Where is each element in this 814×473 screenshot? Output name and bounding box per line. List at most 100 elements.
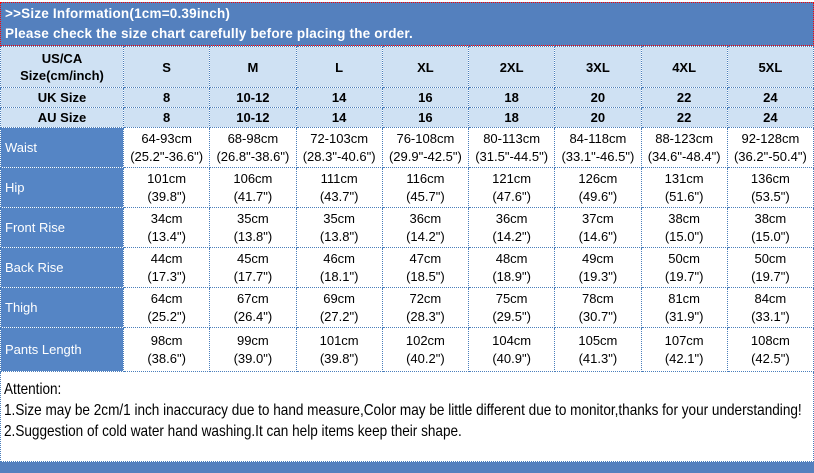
table-row: Back Rise 44cm (17.3") 45cm (17.7") 46cm (18.1… [0,247,814,288]
table-row: Waist 64-93cm (25.2"-36.6") 68-98cm (26.8"-3… [0,127,814,168]
measurement-cell: 101cm (39.8") [295,327,383,372]
measurement-cell: 69cm (27.2") [295,287,383,328]
cm-value: 108cm [750,332,790,348]
size-value-cell: 18 [467,107,556,128]
cm-value: 50cm [754,250,787,266]
measurement-cell: 50cm (19.7") [726,247,814,288]
measurement-cell: 84-118cm (33.1"-46.5") [554,127,642,168]
measurement-cell: 44cm (17.3") [122,247,211,288]
cm-value: 34cm [150,210,183,226]
row-label: Pants Length [0,327,124,372]
inch-value: (28.3") [406,308,445,324]
cm-value: 49cm [581,250,614,266]
measurement-cell: 98cm (38.6") [122,327,211,372]
size-info-title: >>Size Information(1cm=0.39inch) [5,6,231,21]
size-column-header: 3XL [554,46,642,88]
cm-value: 107cm [664,332,704,348]
measurement-cell: 88-123cm (34.6"-48.4") [640,127,728,168]
inch-value: (26.4") [233,308,273,324]
attention-section: Attention: 1.Size may be 2cm/1 inch inac… [0,372,814,462]
inch-value: (41.7") [233,188,273,204]
cm-value: 50cm [668,250,701,266]
measurement-cell: 46cm (18.1") [295,247,383,288]
inch-value: (39.8") [147,188,186,204]
measurement-cell: 48cm (18.9") [467,247,556,288]
measurement-cell: 121cm (47.6") [467,167,556,208]
inch-value: (27.2") [319,308,359,324]
inch-value: (19.7") [751,268,790,284]
measurement-cell: 34cm (13.4") [122,207,211,248]
size-value-cell: 14 [295,107,383,128]
inch-value: (36.2"-50.4") [733,148,807,164]
inch-value: (53.5") [751,188,790,204]
inch-value: (40.9") [492,350,531,366]
cm-value: 36cm [409,210,442,226]
inch-value: (30.7") [578,308,618,324]
measurement-cell: 78cm (30.7") [554,287,642,328]
measurement-cell: 126cm (49.6") [554,167,642,208]
inch-value: (13.4") [147,228,186,244]
inch-value: (18.9") [492,268,531,284]
cm-value: 38cm [668,210,701,226]
measurement-cell: 68-98cm (26.8"-38.6") [209,127,297,168]
cm-value: 101cm [319,332,359,348]
inch-value: (28.3"-40.6") [302,148,376,164]
cm-value: 101cm [147,170,187,186]
size-value-cell: 16 [381,87,470,108]
attention-line: 1.Size may be 2cm/1 inch inaccuracy due … [4,402,802,419]
bottom-blue-bar [0,462,814,473]
measurement-cell: 104cm (40.9") [467,327,556,372]
cm-value: 48cm [495,250,528,266]
row-label: Hip [0,167,124,208]
inch-value: (14.2") [406,228,445,244]
measurement-cell: 36cm (14.2") [381,207,470,248]
size-value-cell: 18 [467,87,556,108]
cm-value: 98cm [150,332,183,348]
inch-value: (29.5") [492,308,531,324]
cm-value: 37cm [581,210,614,226]
size-info-header: >>Size Information(1cm=0.39inch) Please … [0,2,814,46]
inch-value: (41.3") [578,350,618,366]
measurement-cell: 101cm (39.8") [122,167,211,208]
cm-value: 72-103cm [310,130,369,146]
inch-value: (17.3") [147,268,186,284]
table-header-row: US/CA Size(cm/inch) S M L XL 2XL 3XL 4XL 5XL [0,46,814,88]
table-row: Hip 101cm (39.8") 106cm (41.7") 111cm (43.7") 1… [0,167,814,208]
inch-value: (40.2") [406,350,445,366]
row-label: Thigh [0,287,124,328]
measurement-cell: 64-93cm (25.2"-36.6") [122,127,211,168]
measurement-cell: 64cm (25.2") [122,287,211,328]
cm-value: 102cm [405,332,445,348]
cm-value: 126cm [578,170,618,186]
cm-value: 84-118cm [569,130,627,146]
size-value-cell: 20 [554,107,642,128]
cm-value: 136cm [750,170,790,186]
inch-value: (29.9"-42.5") [388,148,462,164]
inch-value: (38.6") [147,350,186,366]
inch-value: (42.5") [751,350,790,366]
cm-value: 111cm [320,170,358,186]
measurement-cell: 75cm (29.5") [467,287,556,328]
table-row: AU Size 8 10-12 14 16 18 20 22 24 [0,107,814,128]
inch-value: (31.9") [664,308,704,324]
measurement-cell: 105cm (41.3") [554,327,642,372]
measurement-cell: 81cm (31.9") [640,287,728,328]
cm-value: 92-128cm [741,130,800,146]
measurement-cell: 38cm (15.0") [726,207,814,248]
measurement-cell: 35cm (13.8") [209,207,297,248]
inch-value: (14.6") [578,228,618,244]
measurement-cell: 36cm (14.2") [467,207,556,248]
cm-value: 64-93cm [141,130,192,146]
measurement-cell: 47cm (18.5") [381,247,470,288]
cm-value: 67cm [236,290,269,306]
inch-value: (33.1") [751,308,790,324]
measurement-cell: 72cm (28.3") [381,287,470,328]
inch-value: (15.0") [751,228,790,244]
inch-value: (45.7") [406,188,445,204]
size-value-cell: 24 [726,87,814,108]
inch-value: (42.1") [664,350,704,366]
cm-value: 78cm [581,290,614,306]
measurement-cell: 49cm (19.3") [554,247,642,288]
inch-value: (14.2") [492,228,531,244]
inch-value: (31.5"-44.5") [475,148,549,164]
